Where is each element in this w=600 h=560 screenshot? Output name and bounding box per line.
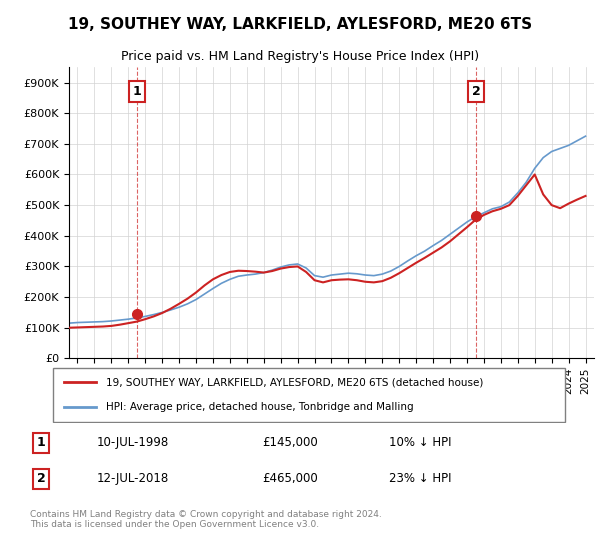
Text: £145,000: £145,000: [262, 436, 317, 449]
Text: 2: 2: [37, 473, 46, 486]
Text: 10-JUL-1998: 10-JUL-1998: [96, 436, 169, 449]
Text: Price paid vs. HM Land Registry's House Price Index (HPI): Price paid vs. HM Land Registry's House …: [121, 50, 479, 63]
FancyBboxPatch shape: [53, 368, 565, 422]
Text: 23% ↓ HPI: 23% ↓ HPI: [389, 473, 451, 486]
Text: 1: 1: [37, 436, 46, 449]
Text: 12-JUL-2018: 12-JUL-2018: [96, 473, 169, 486]
Text: 19, SOUTHEY WAY, LARKFIELD, AYLESFORD, ME20 6TS: 19, SOUTHEY WAY, LARKFIELD, AYLESFORD, M…: [68, 17, 532, 32]
Text: £465,000: £465,000: [262, 473, 317, 486]
Text: 2: 2: [472, 85, 481, 98]
Text: 1: 1: [133, 85, 142, 98]
Text: 10% ↓ HPI: 10% ↓ HPI: [389, 436, 451, 449]
Text: HPI: Average price, detached house, Tonbridge and Malling: HPI: Average price, detached house, Tonb…: [106, 402, 414, 412]
Text: 19, SOUTHEY WAY, LARKFIELD, AYLESFORD, ME20 6TS (detached house): 19, SOUTHEY WAY, LARKFIELD, AYLESFORD, M…: [106, 377, 484, 388]
Text: Contains HM Land Registry data © Crown copyright and database right 2024.
This d: Contains HM Land Registry data © Crown c…: [30, 510, 382, 529]
